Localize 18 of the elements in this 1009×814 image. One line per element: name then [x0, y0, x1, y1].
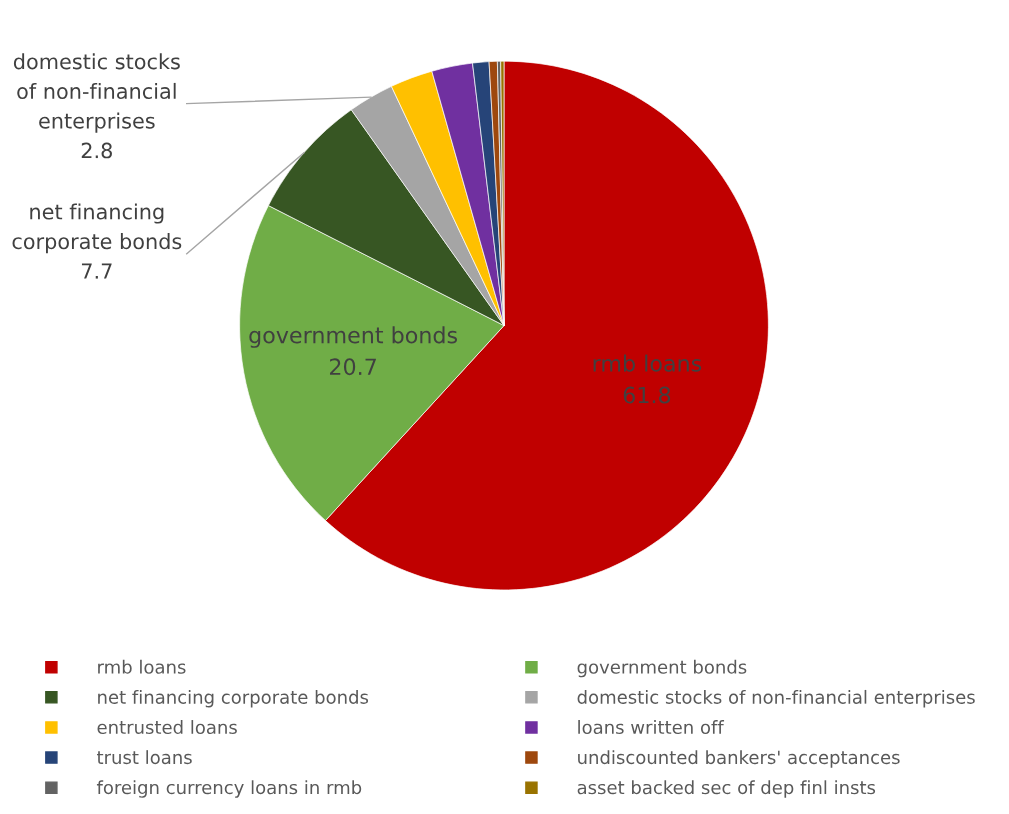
legend-label: government bonds — [577, 659, 747, 678]
legend-label: asset backed sec of dep finl insts — [577, 780, 876, 798]
legend-label: undiscounted bankers' acceptances — [578, 750, 900, 768]
slice-label: domestic stocks of non-financial enterprises — [13, 53, 180, 133]
data-label: 20.7 — [329, 358, 376, 376]
data-label: 7.7 — [81, 263, 112, 279]
legend-label: loans written off — [578, 720, 725, 735]
legend-label: domestic stocks of non-financial enterprises — [577, 689, 975, 708]
legend-label: foreign currency loans in rmb — [96, 780, 362, 798]
legend-label: entrusted loans — [97, 720, 237, 735]
legend-label: net financing corporate bonds — [98, 689, 369, 708]
data-label: 2.8 — [81, 142, 112, 159]
slice-label: rmb loans — [593, 354, 702, 372]
legend-label: rmb loans — [98, 659, 186, 674]
slice-label: net financing corporate bonds — [12, 203, 182, 254]
legend-label: trust loans — [97, 750, 192, 765]
data-label: 61.8 — [623, 386, 671, 404]
slice-label: government bonds — [249, 326, 458, 348]
